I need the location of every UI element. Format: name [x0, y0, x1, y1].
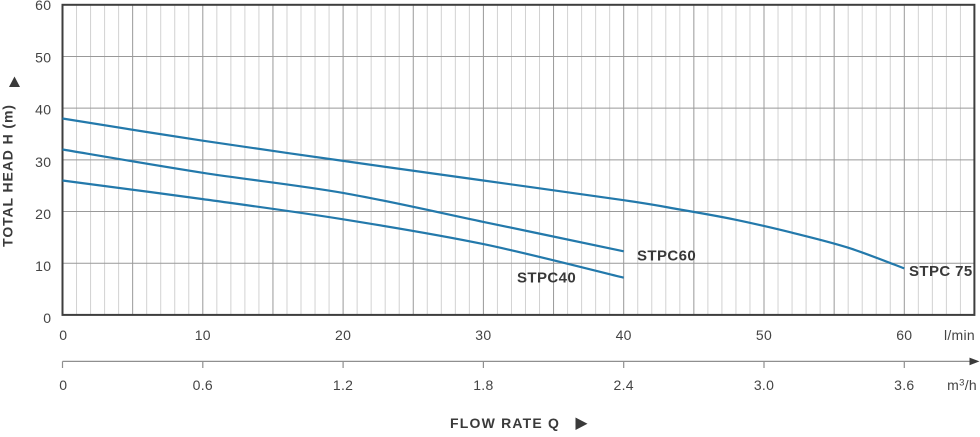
svg-text:l/min: l/min — [944, 327, 975, 343]
svg-text:40: 40 — [616, 327, 632, 343]
svg-text:1.8: 1.8 — [473, 377, 493, 393]
svg-text:60: 60 — [896, 327, 912, 343]
svg-text:40: 40 — [35, 101, 51, 117]
svg-text:50: 50 — [35, 49, 51, 65]
svg-text:10: 10 — [195, 327, 211, 343]
svg-text:10: 10 — [35, 258, 51, 274]
svg-text:60: 60 — [35, 0, 51, 13]
svg-text:STPC60: STPC60 — [637, 247, 696, 264]
svg-text:20: 20 — [335, 327, 351, 343]
svg-text:20: 20 — [35, 206, 51, 222]
svg-text:0: 0 — [43, 310, 51, 326]
svg-text:30: 30 — [35, 154, 51, 170]
svg-text:STPC40: STPC40 — [517, 269, 576, 286]
svg-text:m3/h: m3/h — [947, 377, 977, 393]
svg-text:30: 30 — [475, 327, 491, 343]
svg-text:TOTAL HEAD H (m): TOTAL HEAD H (m) — [0, 104, 15, 247]
svg-text:1.2: 1.2 — [333, 377, 353, 393]
svg-text:FLOW RATE Q: FLOW RATE Q — [450, 415, 560, 431]
svg-text:0: 0 — [59, 377, 67, 393]
svg-text:3.6: 3.6 — [894, 377, 914, 393]
svg-text:3.0: 3.0 — [754, 377, 774, 393]
svg-text:0: 0 — [59, 327, 67, 343]
svg-text:STPC 75: STPC 75 — [909, 263, 973, 280]
svg-text:0.6: 0.6 — [193, 377, 213, 393]
svg-text:2.4: 2.4 — [614, 377, 634, 393]
svg-text:50: 50 — [756, 327, 772, 343]
